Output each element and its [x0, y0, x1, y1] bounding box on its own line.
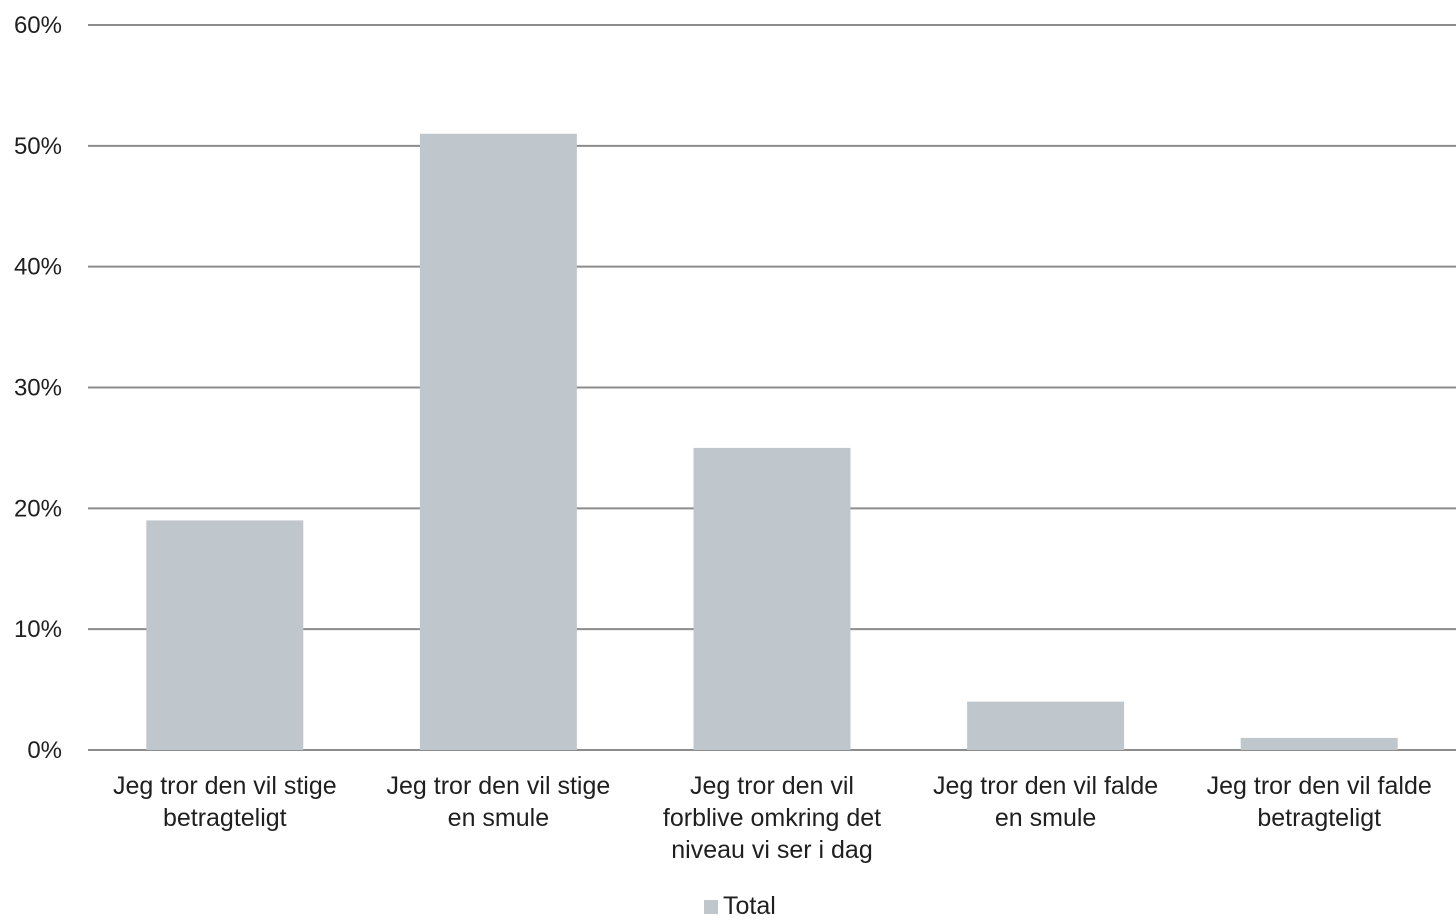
x-category-label: Jeg tror den vil stige en smule — [387, 772, 611, 832]
y-tick-label: 0% — [27, 737, 62, 764]
x-category-label: Jeg tror den vil forblive omkring det nive… — [663, 772, 881, 864]
legend-swatch — [704, 900, 718, 914]
bar — [967, 701, 1125, 750]
y-axis-tick-labels: 0% 10% 20% 30% 40% 50% 60% — [14, 12, 62, 764]
bar — [419, 133, 577, 750]
bar — [1240, 737, 1398, 750]
y-tick-label: 40% — [14, 254, 62, 281]
x-category-label: Jeg tror den vil falde en smule — [933, 772, 1158, 832]
legend-label: Total — [723, 892, 776, 920]
y-tick-label: 50% — [14, 133, 62, 160]
y-tick-label: 60% — [14, 12, 62, 39]
bar — [693, 447, 851, 750]
legend: Total — [704, 892, 776, 920]
x-category-label: Jeg tror den vil stige betragteligt — [113, 772, 337, 832]
bar — [146, 520, 304, 750]
y-tick-label: 20% — [14, 495, 62, 522]
x-category-label: Jeg tror den vil falde betragteligt — [1207, 772, 1432, 832]
x-axis-category-labels: Jeg tror den vil stige betragteligt Jeg tr… — [113, 772, 1432, 864]
bars — [146, 133, 1398, 750]
y-tick-label: 10% — [14, 616, 62, 643]
y-tick-label: 30% — [14, 375, 62, 402]
